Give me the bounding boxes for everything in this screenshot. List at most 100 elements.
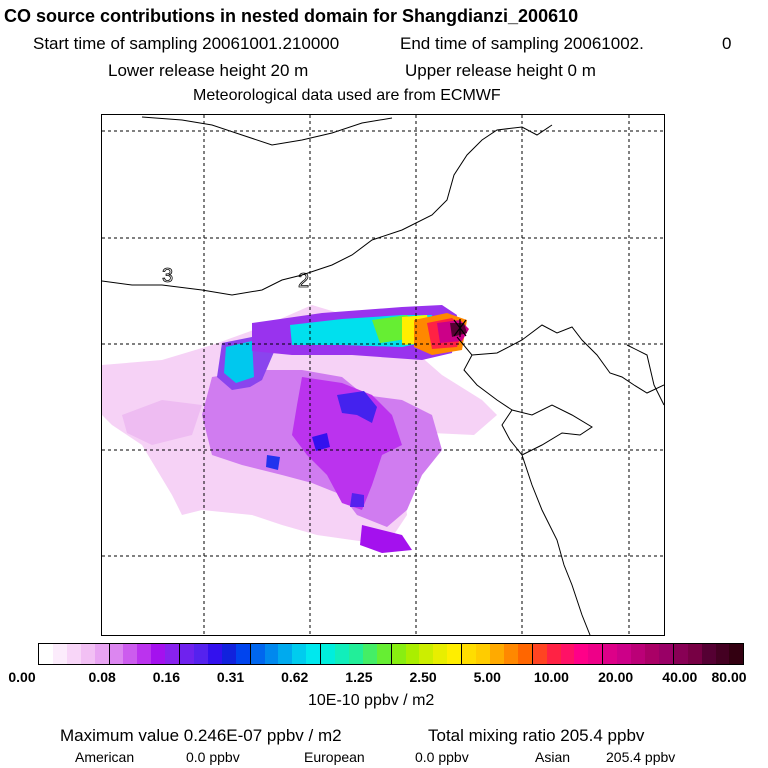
colorbar-tick-label: 0.16: [152, 669, 180, 685]
colorbar-segment: [52, 644, 67, 664]
border-line-upper: [141, 116, 393, 146]
colorbar-segment: [221, 644, 236, 664]
met-data-text: Meteorological data used are from ECMWF: [193, 87, 501, 104]
asian-label: Asian: [535, 749, 571, 765]
colorbar-segment: [603, 644, 618, 664]
colorbar-segment: [335, 644, 349, 664]
colorbar-tick-label: 0.31: [216, 669, 245, 685]
colorbar-segment: [617, 644, 632, 664]
max-value-text: Maximum value 0.246E-07 ppbv / m2: [60, 726, 342, 745]
colorbar-segment: [94, 644, 110, 664]
colorbar-segment: [391, 644, 406, 664]
coast-korea: [626, 344, 664, 406]
colorbar-segment: [419, 644, 434, 664]
american-label: American: [75, 749, 135, 765]
colorbar-tick-label: 40.00: [662, 669, 698, 685]
plume-field: [102, 305, 497, 553]
plume-purple-south: [360, 525, 412, 553]
colorbar-segment: [207, 644, 222, 664]
colorbar-segment: [151, 644, 166, 664]
colorbar-segment: [405, 644, 420, 664]
colorbar-tick-label: 0.08: [88, 669, 116, 685]
total-mixing-text: Total mixing ratio 205.4 ppbv: [428, 726, 645, 745]
colorbar-segment: [433, 644, 448, 664]
colorbar-segment: [165, 644, 181, 664]
colorbar-segment: [644, 644, 659, 664]
colorbar-segment: [235, 644, 251, 664]
european-value: 0.0 ppbv: [415, 749, 469, 765]
colorbar-segment: [701, 644, 716, 664]
graticule: [102, 115, 664, 635]
end-time-suffix: 0: [722, 34, 732, 53]
colorbar-units: 10E-10 ppbv / m2: [308, 692, 435, 709]
plume-left-arm-cyan: [224, 341, 254, 383]
colorbar-segment: [546, 644, 561, 664]
colorbar-segment: [588, 644, 604, 664]
colorbar-segment: [517, 644, 533, 664]
colorbar-segment: [123, 644, 138, 664]
colorbar-tick-label: 10.00: [533, 669, 569, 685]
colorbar-tick-label: 0.62: [281, 669, 309, 685]
map-canvas: 3 2: [102, 115, 664, 635]
plume-pink-left: [122, 400, 202, 445]
colorbar-tick-label: 1.25: [345, 669, 373, 685]
colorbar-segment: [658, 644, 674, 664]
colorbar-segment: [447, 644, 463, 664]
colorbar-tick-label: 80.00: [711, 669, 747, 685]
plume-blue-spot1: [312, 433, 330, 451]
colorbar-segment: [462, 644, 477, 664]
colorbar-segment: [687, 644, 702, 664]
colorbar-segment: [180, 644, 194, 664]
colorbar-segment: [560, 644, 575, 664]
colorbar-segment: [193, 644, 208, 664]
station-marker: [453, 319, 467, 337]
colorbar-segment: [503, 644, 518, 664]
plume-blue-core: [337, 391, 377, 423]
coast-bohai: [456, 336, 591, 635]
colorbar-segment: [715, 644, 730, 664]
coast-liaodong: [471, 324, 664, 394]
colorbar-segment: [490, 644, 504, 664]
region-label-3: 3: [162, 265, 173, 287]
colorbar-segment: [278, 644, 293, 664]
colorbar-tick-label: 20.00: [598, 669, 634, 685]
start-time-text: Start time of sampling 20061001.210000: [33, 34, 340, 53]
colorbar-segment: [376, 644, 392, 664]
coast-shandong: [511, 404, 593, 456]
colorbar-segment: [250, 644, 265, 664]
colorbar-segment: [306, 644, 322, 664]
colorbar-segment: [66, 644, 81, 664]
lower-release-text: Lower release height 20 m: [108, 61, 309, 80]
plume-blue-spot3: [350, 493, 364, 507]
colorbar-segment: [264, 644, 279, 664]
colorbar-segment: [80, 644, 95, 664]
asian-value: 205.4 ppbv: [606, 749, 676, 765]
colorbar-segment: [137, 644, 152, 664]
colorbar-segment: [631, 644, 645, 664]
colorbar-tick-label: 2.50: [409, 669, 437, 685]
region-label-2: 2: [298, 270, 309, 292]
colorbar-segment: [362, 644, 377, 664]
colorbar-segment: [321, 644, 336, 664]
plume-blue-spot2: [266, 455, 280, 470]
colorbar-segment: [109, 644, 124, 664]
colorbar-segment: [39, 644, 53, 664]
colorbar-segment: [729, 644, 744, 664]
upper-release-text: Upper release height 0 m: [405, 61, 596, 80]
map-panel: 3 2: [101, 114, 665, 636]
colorbar-tick-label: 0.00: [8, 669, 36, 685]
colorbar-ticks: 0.00 0.08 0.16 0.31 0.62 1.25 2.50 5.00 10.00 20.…: [0, 669, 768, 687]
european-label: European: [304, 749, 365, 765]
colorbar-segment: [574, 644, 589, 664]
american-value: 0.0 ppbv: [186, 749, 240, 765]
colorbar-segment: [348, 644, 363, 664]
colorbar-segment: [673, 644, 688, 664]
border-line-north: [102, 124, 553, 296]
end-time-text: End time of sampling 20061002.: [400, 34, 644, 53]
plot-title: CO source contributions in nested domain…: [4, 6, 579, 26]
colorbar-segment: [476, 644, 490, 664]
colorbar: [38, 643, 744, 665]
colorbar-segment: [532, 644, 547, 664]
colorbar-segment: [292, 644, 307, 664]
colorbar-tick-label: 5.00: [473, 669, 501, 685]
